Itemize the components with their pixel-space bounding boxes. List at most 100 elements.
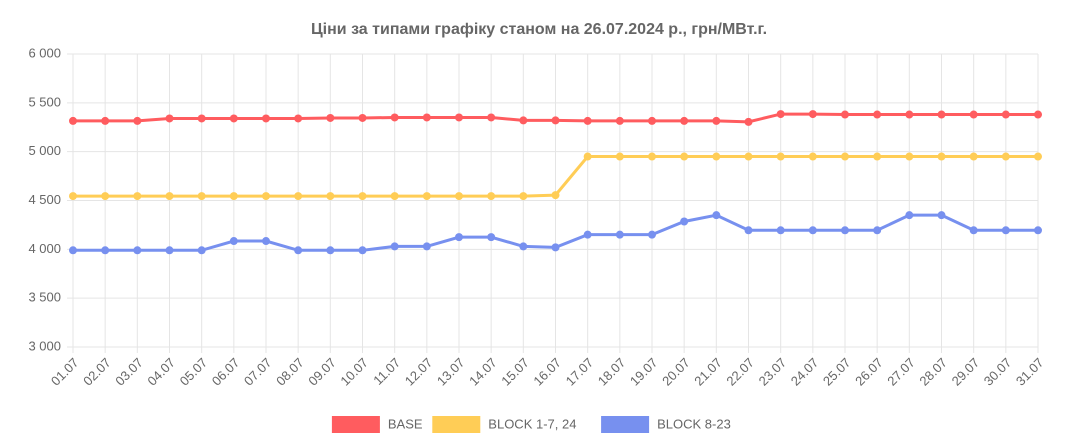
data-point <box>326 192 335 201</box>
y-tick-label: 6 000 <box>28 45 61 60</box>
data-point <box>101 116 110 125</box>
data-point <box>1034 226 1042 235</box>
data-point <box>69 116 77 125</box>
x-tick-label: 01.07 <box>48 355 82 389</box>
data-point <box>551 243 560 252</box>
legend-label: BLOCK 1-7, 24 <box>488 416 576 431</box>
data-point <box>841 226 849 235</box>
data-point <box>165 246 174 255</box>
y-tick-label: 3 500 <box>28 290 61 305</box>
x-tick-label: 08.07 <box>273 355 307 389</box>
x-tick-label: 04.07 <box>144 355 178 389</box>
data-point <box>648 152 656 161</box>
x-tick-label: 25.07 <box>820 355 854 389</box>
y-tick-label: 4 500 <box>28 192 61 207</box>
x-tick-label: 22.07 <box>723 355 757 389</box>
data-point <box>712 152 721 161</box>
data-point <box>262 192 270 201</box>
data-point <box>873 226 882 235</box>
data-point <box>133 192 142 201</box>
x-tick-label: 14.07 <box>466 355 500 389</box>
data-point <box>326 246 335 255</box>
data-point <box>873 110 882 119</box>
data-point <box>519 192 528 201</box>
data-point <box>808 110 817 119</box>
data-point <box>615 230 624 239</box>
y-tick-label: 5 500 <box>28 94 61 109</box>
data-point <box>776 226 785 235</box>
data-point <box>422 113 431 122</box>
data-point <box>712 116 721 125</box>
data-point <box>358 113 367 122</box>
data-point <box>69 246 77 255</box>
data-point <box>841 110 849 119</box>
data-point <box>197 246 206 255</box>
x-tick-label: 06.07 <box>209 355 243 389</box>
data-point <box>133 116 142 125</box>
x-tick-label: 15.07 <box>498 355 532 389</box>
data-point <box>69 192 77 201</box>
data-point <box>197 192 206 201</box>
data-point <box>615 152 624 161</box>
x-tick-label: 30.07 <box>981 355 1015 389</box>
data-point <box>455 113 463 122</box>
data-point <box>1034 152 1042 161</box>
x-tick-label: 05.07 <box>177 355 211 389</box>
x-tick-label: 07.07 <box>241 355 275 389</box>
data-point <box>905 152 914 161</box>
data-point <box>487 192 496 201</box>
x-tick-label: 21.07 <box>691 355 725 389</box>
data-point <box>583 116 592 125</box>
data-point <box>744 152 753 161</box>
data-point <box>165 192 174 201</box>
x-tick-label: 20.07 <box>659 355 693 389</box>
data-point <box>262 114 270 123</box>
data-point <box>197 114 206 123</box>
data-point <box>294 246 303 255</box>
data-point <box>808 152 817 161</box>
data-point <box>905 211 914 220</box>
data-point <box>358 246 367 255</box>
legend-label: BLOCK 8-23 <box>657 416 731 431</box>
data-point <box>583 152 592 161</box>
data-point <box>229 192 238 201</box>
data-point <box>873 152 882 161</box>
x-tick-label: 19.07 <box>627 355 661 389</box>
x-tick-label: 26.07 <box>852 355 886 389</box>
data-point <box>487 113 496 122</box>
data-point <box>744 117 753 126</box>
data-point <box>680 217 689 226</box>
legend-swatch <box>331 416 380 433</box>
data-point <box>519 242 528 251</box>
data-point <box>422 242 431 251</box>
y-tick-label: 5 000 <box>28 143 61 158</box>
data-point <box>358 192 367 201</box>
data-point <box>648 116 656 125</box>
data-point <box>583 230 592 239</box>
data-point <box>937 152 946 161</box>
data-point <box>455 192 463 201</box>
x-tick-label: 16.07 <box>530 355 564 389</box>
x-tick-label: 28.07 <box>916 355 950 389</box>
data-point <box>455 233 463 242</box>
legend-label: BASE <box>388 416 423 431</box>
x-tick-label: 31.07 <box>1013 355 1047 389</box>
data-point <box>937 211 946 220</box>
y-tick-label: 3 000 <box>28 338 61 353</box>
data-point <box>841 152 849 161</box>
data-point <box>808 226 817 235</box>
x-tick-label: 27.07 <box>884 355 918 389</box>
data-point <box>744 226 753 235</box>
data-point <box>390 242 399 251</box>
data-point <box>969 152 978 161</box>
x-tick-label: 24.07 <box>788 355 822 389</box>
data-point <box>1001 110 1010 119</box>
x-tick-label: 29.07 <box>949 355 983 389</box>
data-point <box>422 192 431 201</box>
x-tick-label: 03.07 <box>112 355 146 389</box>
data-point <box>776 110 785 119</box>
legend-swatch <box>601 416 650 433</box>
data-point <box>262 237 270 246</box>
data-point <box>969 226 978 235</box>
